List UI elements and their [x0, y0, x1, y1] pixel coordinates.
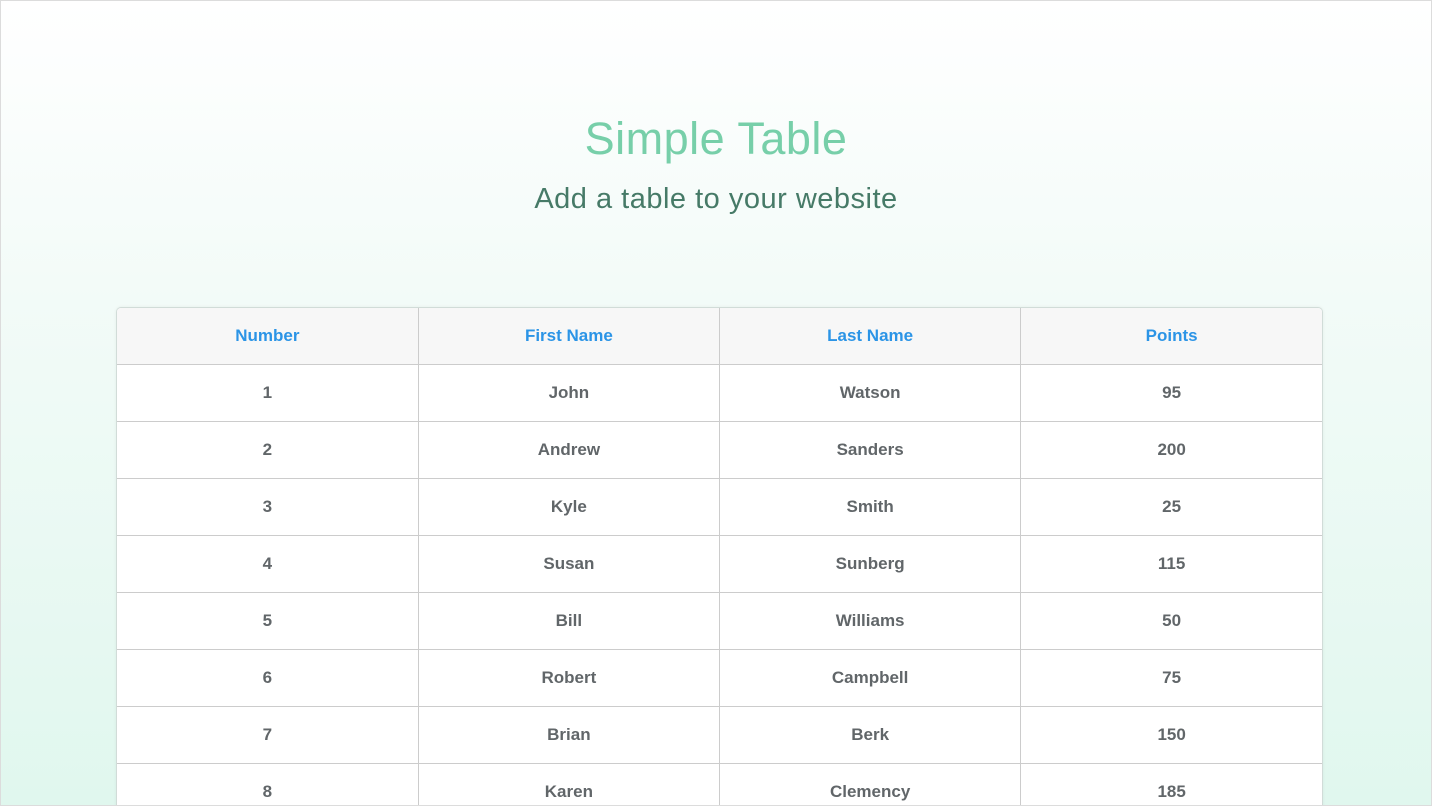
cell-first-name: John: [418, 364, 721, 422]
cell-last-name: Sunberg: [719, 535, 1022, 593]
cell-number: 3: [117, 478, 419, 536]
table-row: 1 John Watson 95: [117, 364, 1322, 422]
cell-points: 95: [1020, 364, 1322, 422]
cell-first-name: Andrew: [418, 421, 721, 479]
cell-number: 6: [117, 649, 419, 707]
cell-number: 7: [117, 706, 419, 764]
table-row: 6 Robert Campbell 75: [117, 649, 1322, 707]
cell-number: 2: [117, 421, 419, 479]
cell-first-name: Karen: [418, 763, 721, 805]
table-row: 2 Andrew Sanders 200: [117, 421, 1322, 479]
table-row: 3 Kyle Smith 25: [117, 478, 1322, 536]
page-title: Simple Table: [584, 113, 848, 164]
table-row: 4 Susan Sunberg 115: [117, 535, 1322, 593]
cell-first-name: Brian: [418, 706, 721, 764]
table-header-row: Number First Name Last Name Points: [117, 308, 1322, 365]
cell-last-name: Berk: [719, 706, 1022, 764]
page-subtitle: Add a table to your website: [534, 183, 898, 215]
data-table: Number First Name Last Name Points 1 John Wat…: [117, 308, 1322, 805]
column-header-last-name: Last Name: [719, 308, 1022, 365]
cell-points: 150: [1020, 706, 1322, 764]
cell-points: 115: [1020, 535, 1322, 593]
cell-points: 185: [1020, 763, 1322, 805]
cell-number: 8: [117, 763, 419, 805]
cell-points: 50: [1020, 592, 1322, 650]
cell-last-name: Sanders: [719, 421, 1022, 479]
cell-last-name: Williams: [719, 592, 1022, 650]
table-row: 5 Bill Williams 50: [117, 592, 1322, 650]
cell-first-name: Bill: [418, 592, 721, 650]
cell-last-name: Campbell: [719, 649, 1022, 707]
column-header-points: Points: [1020, 308, 1322, 365]
cell-number: 5: [117, 592, 419, 650]
table-body: 1 John Watson 95 2 Andrew Sanders 200 3 Kyle Smith…: [117, 364, 1322, 805]
data-table-container: Number First Name Last Name Points 1 John Wat…: [116, 307, 1323, 805]
cell-points: 25: [1020, 478, 1322, 536]
cell-last-name: Watson: [719, 364, 1022, 422]
column-header-first-name: First Name: [418, 308, 721, 365]
cell-last-name: Smith: [719, 478, 1022, 536]
cell-points: 75: [1020, 649, 1322, 707]
column-header-number: Number: [117, 308, 419, 365]
cell-last-name: Clemency: [719, 763, 1022, 805]
cell-number: 4: [117, 535, 419, 593]
cell-points: 200: [1020, 421, 1322, 479]
cell-number: 1: [117, 364, 419, 422]
cell-first-name: Susan: [418, 535, 721, 593]
table-row: 8 Karen Clemency 185: [117, 763, 1322, 805]
cell-first-name: Kyle: [418, 478, 721, 536]
table-row: 7 Brian Berk 150: [117, 706, 1322, 764]
cell-first-name: Robert: [418, 649, 721, 707]
